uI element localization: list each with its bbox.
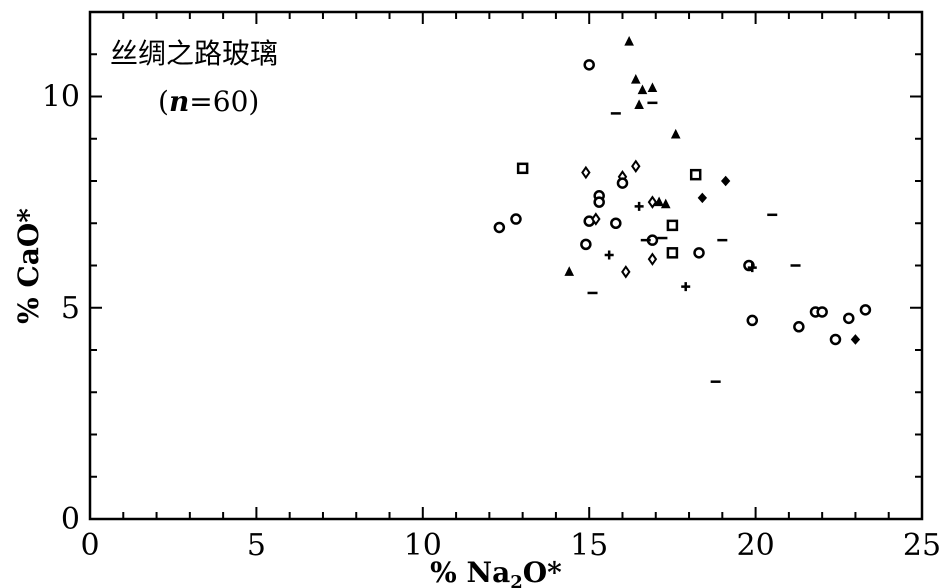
axis-ticks: [89, 11, 923, 520]
data-point: [516, 162, 529, 175]
annotation-n-symbol: n: [169, 85, 189, 118]
data-point: [493, 221, 506, 234]
data-point: [604, 250, 614, 260]
data-point: [843, 312, 855, 325]
data-point: [647, 252, 658, 266]
y-tick-label: 0: [61, 502, 80, 537]
x-tick-label: 25: [903, 528, 941, 563]
data-point: [591, 212, 601, 226]
annotation-title: 丝绸之路玻璃: [110, 37, 278, 70]
y-tick-labels: 0 5 10: [42, 80, 80, 538]
data-point: [660, 198, 671, 209]
data-point: [583, 59, 595, 71]
data-point: [747, 263, 757, 273]
x-tick-label: 5: [247, 528, 266, 563]
data-point: [850, 334, 861, 345]
data-point: [666, 247, 679, 259]
data-point: [634, 99, 644, 109]
data-point: [697, 192, 708, 204]
data-point: [510, 213, 522, 225]
data-point: [689, 168, 702, 181]
data-point: [720, 175, 731, 187]
data-point: [616, 177, 629, 189]
data-point: [793, 321, 805, 333]
y-tick-label: 10: [42, 80, 80, 115]
data-point: [630, 73, 641, 84]
x-tick-labels: 0 5 10 15 20 25: [80, 528, 941, 563]
data-point: [634, 201, 644, 211]
data-point: [621, 265, 631, 279]
data-point: [829, 333, 842, 346]
data-point: [581, 165, 591, 180]
data-point: [666, 219, 679, 232]
x-tick-label: 10: [404, 528, 442, 563]
data-point: [637, 84, 648, 95]
data-point: [670, 128, 681, 139]
data-point: [647, 195, 658, 209]
data-point: [859, 304, 872, 316]
data-point: [624, 35, 634, 46]
data-points: [493, 35, 872, 383]
data-point: [564, 266, 575, 276]
x-tick-label: 20: [737, 528, 775, 563]
data-point: [593, 196, 605, 208]
data-point: [654, 196, 664, 207]
data-point: [681, 282, 691, 292]
data-point: [580, 238, 592, 251]
data-point: [693, 247, 705, 259]
data-point: [631, 159, 641, 173]
data-point: [816, 306, 828, 318]
data-point: [746, 314, 759, 327]
annotation-n-value: =60: [189, 85, 248, 118]
x-tick-label: 15: [570, 528, 608, 563]
annotation-n: (n=60): [158, 85, 259, 118]
data-point: [610, 217, 622, 229]
y-axis-title: % CaO*: [12, 208, 45, 324]
x-tick-label: 0: [80, 528, 99, 563]
x-axis-title: % Na2O*: [430, 556, 562, 588]
data-point: [647, 82, 658, 93]
y-tick-label: 5: [61, 291, 80, 326]
